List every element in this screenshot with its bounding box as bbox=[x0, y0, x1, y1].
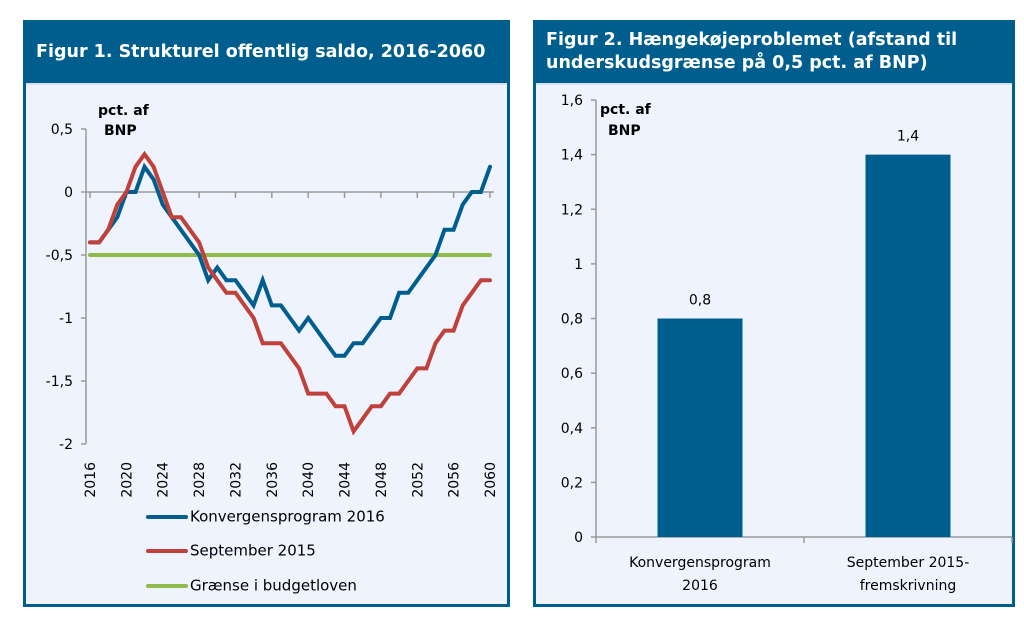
figure2-title-line1: Figur 2. Hængekøjeproblemet (afstand til bbox=[546, 30, 958, 50]
x-tick-label: 2044 bbox=[338, 462, 354, 498]
bar-1 bbox=[657, 318, 743, 537]
legend-swatch-red bbox=[146, 548, 188, 553]
legend-item-september-2015: September 2015 bbox=[146, 541, 316, 560]
y-tick-label: -2 bbox=[59, 437, 73, 453]
figure1-unit-label-line1: pct. af bbox=[98, 103, 150, 119]
bar-2 bbox=[865, 154, 951, 537]
legend-label: Konvergensprogram 2016 bbox=[190, 507, 385, 526]
bar-data-label: 1,4 bbox=[897, 129, 919, 145]
figure2-unit-label-line1: pct. af bbox=[600, 102, 652, 118]
x-tick-label: 2036 bbox=[265, 462, 281, 498]
x-tick-label: 2052 bbox=[410, 462, 426, 498]
y-tick-label: 1,2 bbox=[561, 202, 583, 218]
figure2-title-line2: underskudsgrænse på 0,5 pct. af BNP) bbox=[546, 53, 928, 73]
x-tick-label: 2024 bbox=[156, 462, 172, 498]
figure1-unit-label-line2: BNP bbox=[104, 123, 137, 139]
y-tick-label: 0 bbox=[574, 530, 583, 546]
series-line-konvergensprogram-2016 bbox=[88, 162, 492, 358]
y-tick-label: 0,4 bbox=[561, 421, 583, 437]
legend-item-graense: Grænse i budgetloven bbox=[146, 576, 357, 595]
y-tick-label: -1 bbox=[59, 311, 73, 327]
y-tick-label: 1,4 bbox=[561, 148, 583, 164]
y-tick-label: 1,6 bbox=[561, 93, 583, 109]
y-tick-label: 0,8 bbox=[561, 312, 583, 328]
x-tick-label: 2016 bbox=[83, 462, 99, 498]
legend-label: Grænse i budgetloven bbox=[190, 576, 357, 595]
x-tick-label: 2056 bbox=[447, 462, 463, 498]
figure2-title: Figur 2. Hængekøjeproblemet (afstand til… bbox=[536, 23, 1012, 85]
figure1-chart: 0,5 0 -0,5 -1 -1,5 -2 2016 2020 2024 2028 2032 2036… bbox=[46, 103, 499, 498]
bar-data-label: 0,8 bbox=[689, 293, 711, 309]
y-tick-label: 0,6 bbox=[561, 366, 583, 382]
figure2-chart: 0 0,2 0,4 0,6 0,8 1 1,2 1,4 1,6 Konvergensprogram… bbox=[561, 93, 1013, 594]
legend-swatch-green bbox=[146, 583, 188, 588]
x-tick-label: 2060 bbox=[483, 462, 499, 498]
y-tick-label: 0,2 bbox=[561, 475, 583, 491]
legend-label: September 2015 bbox=[190, 541, 316, 560]
x-category-label-line1: Konvergensprogram bbox=[629, 555, 771, 571]
figure2-unit-label-line2: BNP bbox=[608, 123, 641, 139]
x-tick-label: 2048 bbox=[374, 462, 390, 498]
y-tick-label: 0,5 bbox=[51, 122, 73, 138]
x-category-label-line1: September 2015- bbox=[847, 555, 970, 571]
legend-item-konvergensprogram: Konvergensprogram 2016 bbox=[146, 507, 385, 526]
y-tick-label: 1 bbox=[574, 257, 583, 273]
figure1-panel: Figur 1. Strukturel offentlig saldo, 201… bbox=[23, 20, 510, 607]
x-tick-label: 2028 bbox=[192, 462, 208, 498]
y-tick-label: 0 bbox=[64, 185, 73, 201]
figure2-panel: Figur 2. Hængekøjeproblemet (afstand til… bbox=[533, 20, 1015, 607]
legend-swatch-blue bbox=[146, 514, 188, 519]
figure1-title: Figur 1. Strukturel offentlig saldo, 201… bbox=[26, 23, 507, 85]
series-line-september-2015 bbox=[88, 150, 492, 436]
x-tick-label: 2032 bbox=[228, 462, 244, 498]
x-category-label-line2: fremskrivning bbox=[860, 578, 956, 594]
y-tick-label: -0,5 bbox=[46, 248, 73, 264]
x-category-label-line2: 2016 bbox=[682, 578, 718, 594]
x-tick-label: 2020 bbox=[119, 462, 135, 498]
x-tick-label: 2040 bbox=[301, 462, 317, 498]
y-tick-label: -1,5 bbox=[46, 374, 73, 390]
